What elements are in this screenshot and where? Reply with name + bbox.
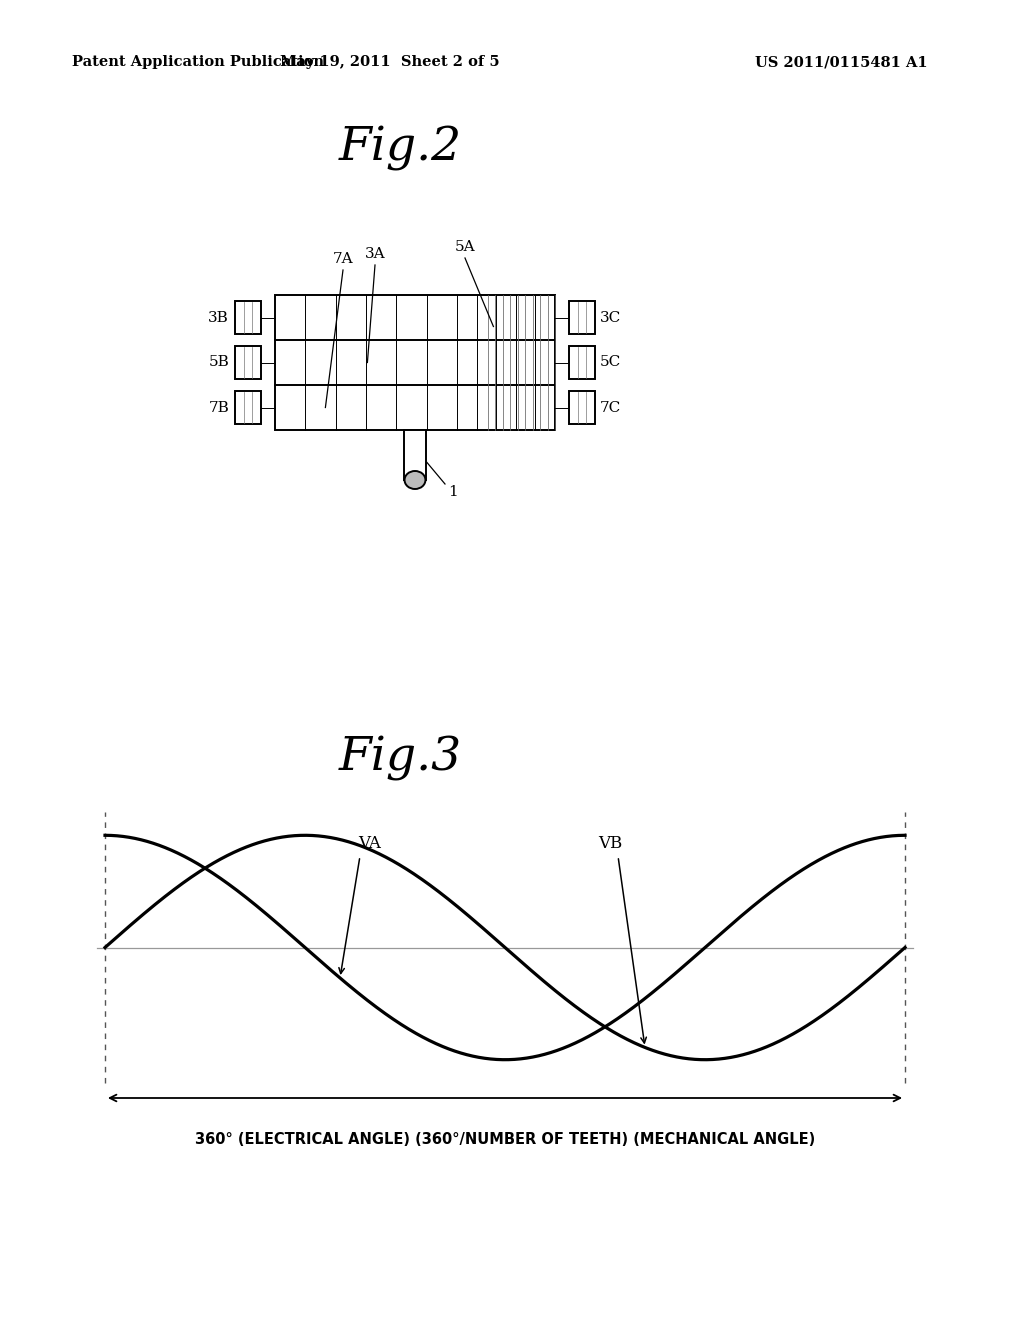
Bar [234, 346, 261, 379]
Text: 5B: 5B [208, 355, 229, 370]
Ellipse shape [404, 471, 425, 488]
Text: Patent Application Publication: Patent Application Publication [72, 55, 324, 69]
Text: 1: 1 [449, 484, 458, 499]
Text: VB: VB [598, 836, 623, 851]
Bar [569, 301, 595, 334]
Text: Fig.3: Fig.3 [338, 735, 462, 780]
Text: 3C: 3C [600, 310, 622, 325]
Bar [569, 346, 595, 379]
Text: 7C: 7C [600, 400, 622, 414]
Bar [569, 391, 595, 424]
Text: 3B: 3B [208, 310, 229, 325]
Text: 360° (ELECTRICAL ANGLE) (360°/NUMBER OF TEETH) (MECHANICAL ANGLE): 360° (ELECTRICAL ANGLE) (360°/NUMBER OF … [195, 1133, 815, 1147]
Bar [404, 430, 426, 480]
Text: 5C: 5C [600, 355, 622, 370]
Bar [234, 391, 261, 424]
Bar [275, 294, 555, 430]
Text: Fig.2: Fig.2 [338, 125, 462, 170]
Text: 3A: 3A [365, 247, 385, 261]
Bar [234, 301, 261, 334]
Text: VA: VA [358, 836, 381, 851]
Text: 5A: 5A [455, 240, 475, 253]
Text: 7A: 7A [333, 252, 353, 267]
Text: May 19, 2011  Sheet 2 of 5: May 19, 2011 Sheet 2 of 5 [281, 55, 500, 69]
Text: 7B: 7B [208, 400, 229, 414]
Text: US 2011/0115481 A1: US 2011/0115481 A1 [755, 55, 928, 69]
